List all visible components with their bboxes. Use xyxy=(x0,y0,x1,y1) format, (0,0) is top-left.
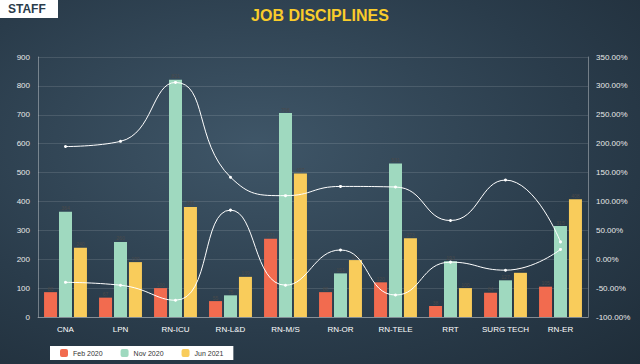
svg-text:100: 100 xyxy=(156,282,165,288)
svg-text:127: 127 xyxy=(501,274,510,280)
svg-text:SURG TECH: SURG TECH xyxy=(482,325,529,334)
svg-text:STAFF: STAFF xyxy=(8,2,46,16)
svg-text:0: 0 xyxy=(26,313,31,322)
svg-text:CNA: CNA xyxy=(57,325,75,334)
svg-text:381: 381 xyxy=(186,200,195,206)
svg-text:120: 120 xyxy=(376,276,385,282)
svg-text:700: 700 xyxy=(17,110,31,119)
svg-text:86: 86 xyxy=(48,286,54,292)
svg-text:84: 84 xyxy=(488,286,494,292)
svg-text:315: 315 xyxy=(556,220,565,226)
svg-text:RN-ICU: RN-ICU xyxy=(162,325,190,334)
svg-text:364: 364 xyxy=(61,205,70,211)
svg-text:150.00%: 150.00% xyxy=(596,168,628,177)
svg-text:67: 67 xyxy=(103,291,109,297)
svg-text:100: 100 xyxy=(461,282,470,288)
svg-text:Nov 2020: Nov 2020 xyxy=(134,350,164,357)
svg-text:LPN: LPN xyxy=(113,325,129,334)
svg-text:-100.00%: -100.00% xyxy=(596,313,630,322)
svg-text:38: 38 xyxy=(433,300,439,306)
svg-text:100.00%: 100.00% xyxy=(596,197,628,206)
svg-text:240: 240 xyxy=(76,241,85,247)
svg-text:900: 900 xyxy=(17,53,31,62)
svg-text:Jun 2021: Jun 2021 xyxy=(195,350,224,357)
svg-text:408: 408 xyxy=(571,193,580,199)
svg-text:100: 100 xyxy=(17,284,31,293)
svg-text:300.00%: 300.00% xyxy=(596,81,628,90)
svg-text:151: 151 xyxy=(336,267,345,273)
svg-text:800: 800 xyxy=(17,81,31,90)
svg-text:139: 139 xyxy=(241,270,250,276)
svg-text:350.00%: 350.00% xyxy=(596,53,628,62)
svg-text:200: 200 xyxy=(17,255,31,264)
svg-text:821: 821 xyxy=(171,73,180,79)
svg-text:RN-M/S: RN-M/S xyxy=(271,325,299,334)
svg-text:RRT: RRT xyxy=(442,325,458,334)
svg-text:600: 600 xyxy=(17,139,31,148)
svg-text:Feb 2020: Feb 2020 xyxy=(73,350,103,357)
svg-text:153: 153 xyxy=(516,266,525,273)
svg-text:500: 500 xyxy=(17,168,31,177)
svg-text:0.00%: 0.00% xyxy=(596,255,619,264)
svg-text:706: 706 xyxy=(281,107,290,113)
svg-text:497: 497 xyxy=(296,167,305,173)
svg-text:271: 271 xyxy=(266,232,275,238)
svg-text:JOB DISCIPLINES: JOB DISCIPLINES xyxy=(251,7,389,24)
svg-text:75: 75 xyxy=(228,289,234,295)
svg-text:250.00%: 250.00% xyxy=(596,110,628,119)
svg-text:-50.00%: -50.00% xyxy=(596,284,626,293)
svg-text:RN-ER: RN-ER xyxy=(548,325,574,334)
svg-text:RN-L&D: RN-L&D xyxy=(216,325,246,334)
svg-text:531: 531 xyxy=(391,157,400,163)
svg-text:190: 190 xyxy=(131,256,140,262)
svg-text:273: 273 xyxy=(406,232,415,238)
svg-text:193: 193 xyxy=(446,255,455,261)
svg-text:105: 105 xyxy=(541,280,550,286)
svg-text:50.00%: 50.00% xyxy=(596,226,623,235)
svg-text:300: 300 xyxy=(17,226,31,235)
svg-text:200.00%: 200.00% xyxy=(596,139,628,148)
svg-text:197: 197 xyxy=(351,253,360,260)
svg-text:86: 86 xyxy=(323,286,329,292)
svg-text:260: 260 xyxy=(116,235,125,241)
svg-text:RN-OR: RN-OR xyxy=(327,325,353,334)
svg-text:400: 400 xyxy=(17,197,31,206)
svg-text:RN-TELE: RN-TELE xyxy=(378,325,412,334)
svg-text:55: 55 xyxy=(213,295,219,301)
